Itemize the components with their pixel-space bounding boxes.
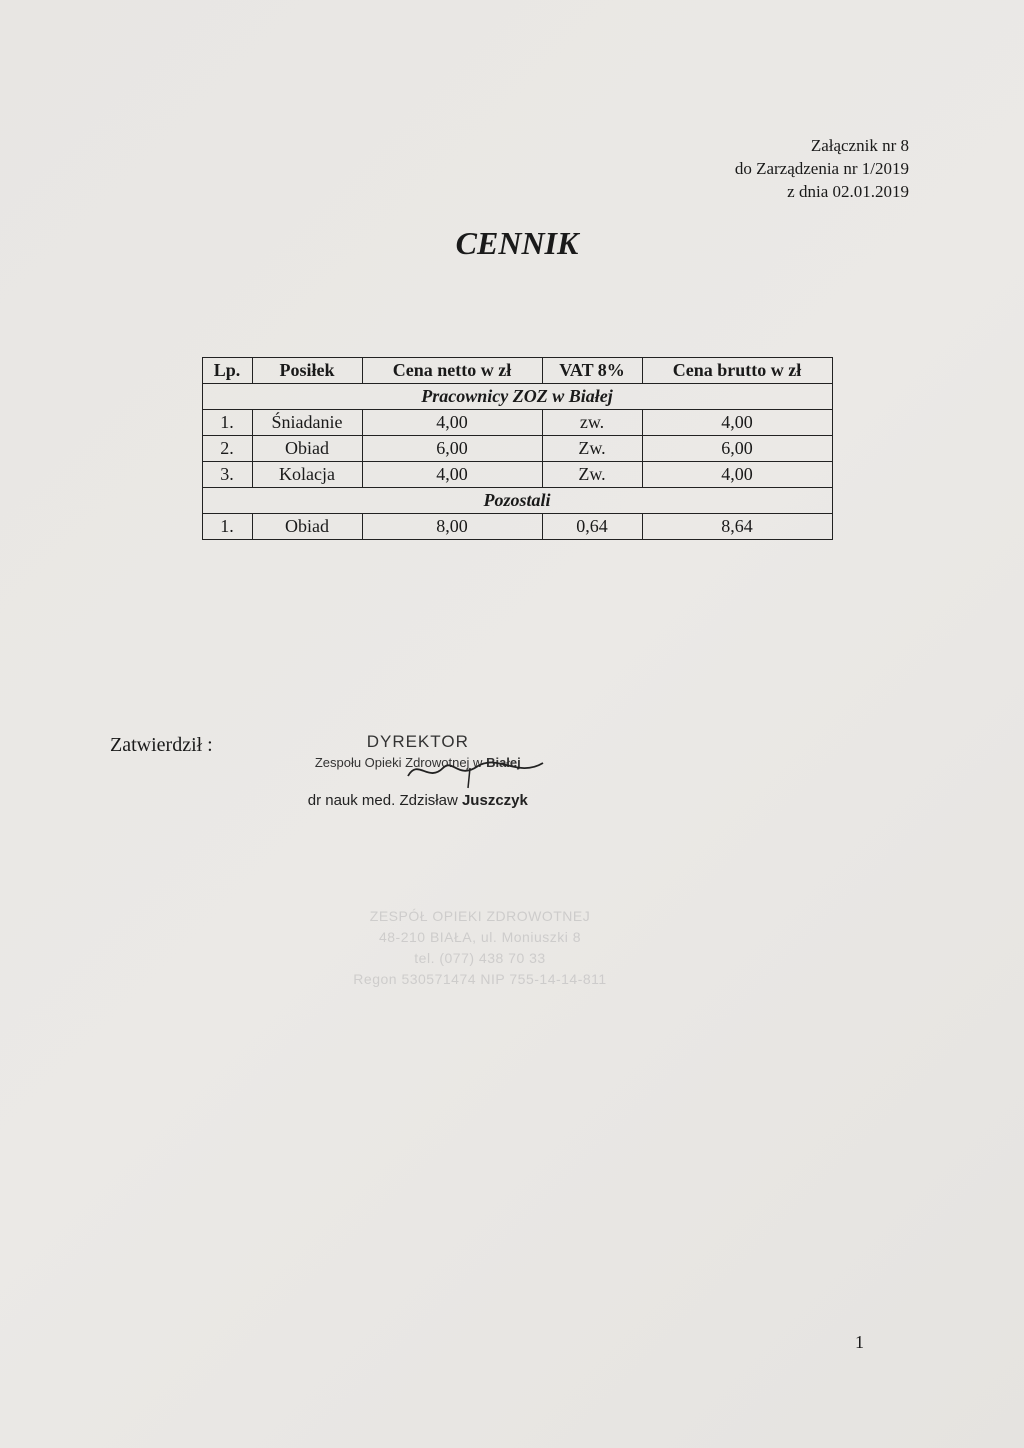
- name-prefix: dr nauk med. Zdzisław: [308, 792, 462, 809]
- cell-meal: Obiad: [252, 436, 362, 462]
- table-row: 1. Śniadanie 4,00 zw. 4,00: [202, 410, 832, 436]
- section-label-employees: Pracownicy ZOZ w Białej: [202, 384, 832, 410]
- director-title: DYREKTOR: [308, 730, 528, 754]
- cell-lp: 1.: [202, 514, 252, 540]
- table-row: 2. Obiad 6,00 Zw. 6,00: [202, 436, 832, 462]
- org-bold: Białej: [486, 755, 521, 770]
- section-row-employees: Pracownicy ZOZ w Białej: [202, 384, 832, 410]
- header-line2: do Zarządzenia nr 1/2019: [735, 158, 909, 181]
- price-table: Lp. Posiłek Cena netto w zł VAT 8% Cena …: [202, 357, 833, 540]
- cell-vat: zw.: [542, 410, 642, 436]
- approval-label: Zatwierdził :: [110, 730, 213, 757]
- document-title: CENNIK: [100, 225, 934, 262]
- cell-brutto: 4,00: [642, 462, 832, 488]
- page-number: 1: [855, 1332, 864, 1353]
- cell-lp: 1.: [202, 410, 252, 436]
- stamp-line3: tel. (077) 438 70 33: [320, 948, 640, 969]
- header-line1: Załącznik nr 8: [735, 135, 909, 158]
- col-header-vat: VAT 8%: [542, 358, 642, 384]
- table-header-row: Lp. Posiłek Cena netto w zł VAT 8% Cena …: [202, 358, 832, 384]
- org-prefix: Zespołu Opieki Zdrowotnej w: [315, 755, 486, 770]
- cell-vat: 0,64: [542, 514, 642, 540]
- col-header-lp: Lp.: [202, 358, 252, 384]
- approval-block: Zatwierdził : DYREKTOR Zespołu Opieki Zd…: [100, 730, 934, 811]
- col-header-meal: Posiłek: [252, 358, 362, 384]
- cell-brutto: 6,00: [642, 436, 832, 462]
- table-row: 3. Kolacja 4,00 Zw. 4,00: [202, 462, 832, 488]
- cell-netto: 8,00: [362, 514, 542, 540]
- col-header-netto: Cena netto w zł: [362, 358, 542, 384]
- section-row-others: Pozostali: [202, 488, 832, 514]
- cell-meal: Kolacja: [252, 462, 362, 488]
- cell-meal: Śniadanie: [252, 410, 362, 436]
- cell-netto: 4,00: [362, 410, 542, 436]
- cell-brutto: 4,00: [642, 410, 832, 436]
- cell-lp: 3.: [202, 462, 252, 488]
- section-label-others: Pozostali: [202, 488, 832, 514]
- director-org: Zespołu Opieki Zdrowotnej w Białej: [308, 754, 528, 772]
- attachment-header: Załącznik nr 8 do Zarządzenia nr 1/2019 …: [735, 135, 909, 204]
- table-row: 1. Obiad 8,00 0,64 8,64: [202, 514, 832, 540]
- cell-netto: 6,00: [362, 436, 542, 462]
- cell-meal: Obiad: [252, 514, 362, 540]
- stamp-line2: 48-210 BIAŁA, ul. Moniuszki 8: [320, 927, 640, 948]
- cell-vat: Zw.: [542, 436, 642, 462]
- signature-block: DYREKTOR Zespołu Opieki Zdrowotnej w Bia…: [308, 730, 528, 811]
- cell-vat: Zw.: [542, 462, 642, 488]
- cell-netto: 4,00: [362, 462, 542, 488]
- stamp-line1: ZESPÓŁ OPIEKI ZDROWOTNEJ: [320, 906, 640, 927]
- name-bold: Juszczyk: [462, 792, 528, 809]
- stamp-block: ZESPÓŁ OPIEKI ZDROWOTNEJ 48-210 BIAŁA, u…: [320, 906, 640, 990]
- stamp-line4: Regon 530571474 NIP 755-14-14-811: [320, 969, 640, 990]
- col-header-brutto: Cena brutto w zł: [642, 358, 832, 384]
- director-name: dr nauk med. Zdzisław Juszczyk: [308, 790, 528, 811]
- header-line3: z dnia 02.01.2019: [735, 181, 909, 204]
- cell-lp: 2.: [202, 436, 252, 462]
- cell-brutto: 8,64: [642, 514, 832, 540]
